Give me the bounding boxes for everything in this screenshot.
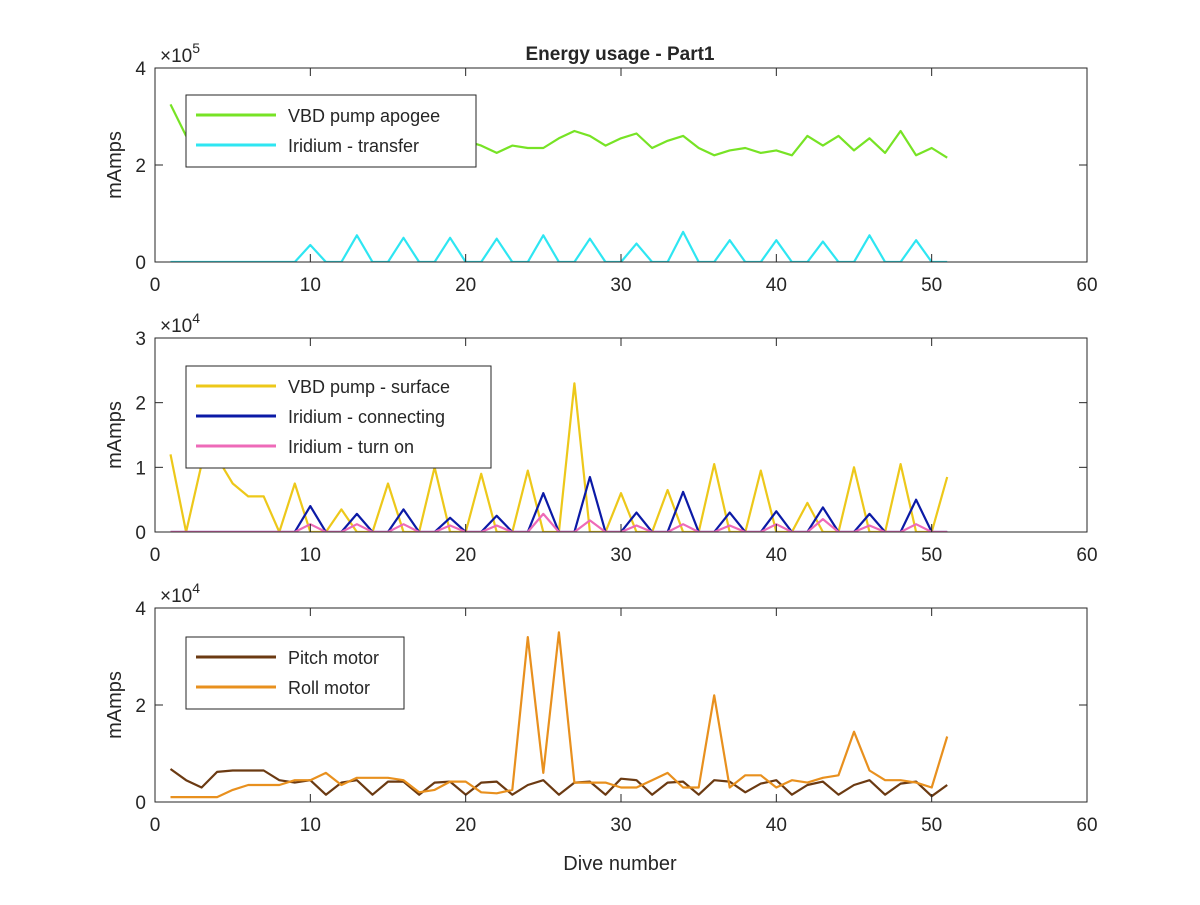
legend-entry: Roll motor bbox=[288, 678, 370, 698]
legend-entry: Iridium - connecting bbox=[288, 407, 445, 427]
y-tick-label: 4 bbox=[135, 59, 146, 80]
y-exponent-label: ×105 bbox=[160, 40, 200, 67]
x-tick-label: 10 bbox=[300, 815, 321, 836]
x-tick-label: 20 bbox=[455, 815, 476, 836]
series-line-iridium-turn-on bbox=[170, 512, 948, 532]
series-line-iridium-transfer bbox=[170, 230, 948, 262]
legend-entry: VBD pump apogee bbox=[288, 106, 440, 126]
x-tick-label: 40 bbox=[766, 815, 787, 836]
y-tick-label: 0 bbox=[135, 523, 146, 544]
y-tick-label: 0 bbox=[135, 793, 146, 814]
x-tick-label: 30 bbox=[610, 545, 631, 566]
x-tick-label: 60 bbox=[1076, 815, 1097, 836]
y-tick-label: 0 bbox=[135, 253, 146, 274]
subplot-2: 0 10 20 30 40 50 60 0 1 2 3 ×104 mAmps VBD pump - sur… bbox=[104, 310, 1098, 566]
x-tick-label: 40 bbox=[766, 275, 787, 296]
legend-entry: Pitch motor bbox=[288, 648, 379, 668]
series-line-iridium-connecting bbox=[170, 475, 948, 532]
y-tick-label: 2 bbox=[135, 696, 146, 717]
subplot-3: 0 10 20 30 40 50 60 0 2 4 ×104 mAmps Pitch motor Roll… bbox=[104, 580, 1098, 836]
x-tick-label: 60 bbox=[1076, 545, 1097, 566]
x-tick-label: 50 bbox=[921, 545, 942, 566]
figure-title: Energy usage - Part1 bbox=[525, 44, 714, 65]
y-tick-label: 3 bbox=[135, 329, 146, 350]
x-tick-label: 30 bbox=[610, 815, 631, 836]
x-tick-label: 40 bbox=[766, 545, 787, 566]
legend-box bbox=[185, 94, 477, 168]
x-tick-label: 60 bbox=[1076, 275, 1097, 296]
legend-entry: Iridium - transfer bbox=[288, 136, 419, 156]
y-axis-label: mAmps bbox=[104, 131, 126, 199]
x-tick-label: 50 bbox=[921, 275, 942, 296]
series-line-pitch-motor bbox=[169, 768, 948, 798]
y-axis-label: mAmps bbox=[104, 671, 126, 739]
y-tick-label: 2 bbox=[135, 394, 146, 415]
legend-entry: Iridium - turn on bbox=[288, 437, 414, 457]
x-tick-label: 0 bbox=[150, 815, 161, 836]
y-axis-label: mAmps bbox=[104, 401, 126, 469]
x-tick-label: 10 bbox=[300, 275, 321, 296]
x-tick-label: 50 bbox=[921, 815, 942, 836]
legend-entry: VBD pump - surface bbox=[288, 377, 450, 397]
subplot-1: 0 10 20 30 40 50 60 0 2 4 ×105 mAmps VBD pump apogee… bbox=[104, 40, 1098, 296]
y-exponent-label: ×104 bbox=[160, 310, 200, 337]
series-line-roll-motor bbox=[170, 631, 949, 799]
y-tick-label: 4 bbox=[135, 599, 146, 620]
x-tick-label: 0 bbox=[150, 545, 161, 566]
y-exponent-label: ×104 bbox=[160, 580, 200, 607]
y-tick-label: 2 bbox=[135, 156, 146, 177]
legend-box bbox=[185, 636, 405, 710]
x-tick-label: 20 bbox=[455, 545, 476, 566]
x-tick-label: 10 bbox=[300, 545, 321, 566]
y-tick-label: 1 bbox=[135, 458, 146, 479]
x-tick-label: 0 bbox=[150, 275, 161, 296]
x-tick-label: 20 bbox=[455, 275, 476, 296]
x-axis-label: Dive number bbox=[563, 853, 677, 875]
x-tick-label: 30 bbox=[610, 275, 631, 296]
